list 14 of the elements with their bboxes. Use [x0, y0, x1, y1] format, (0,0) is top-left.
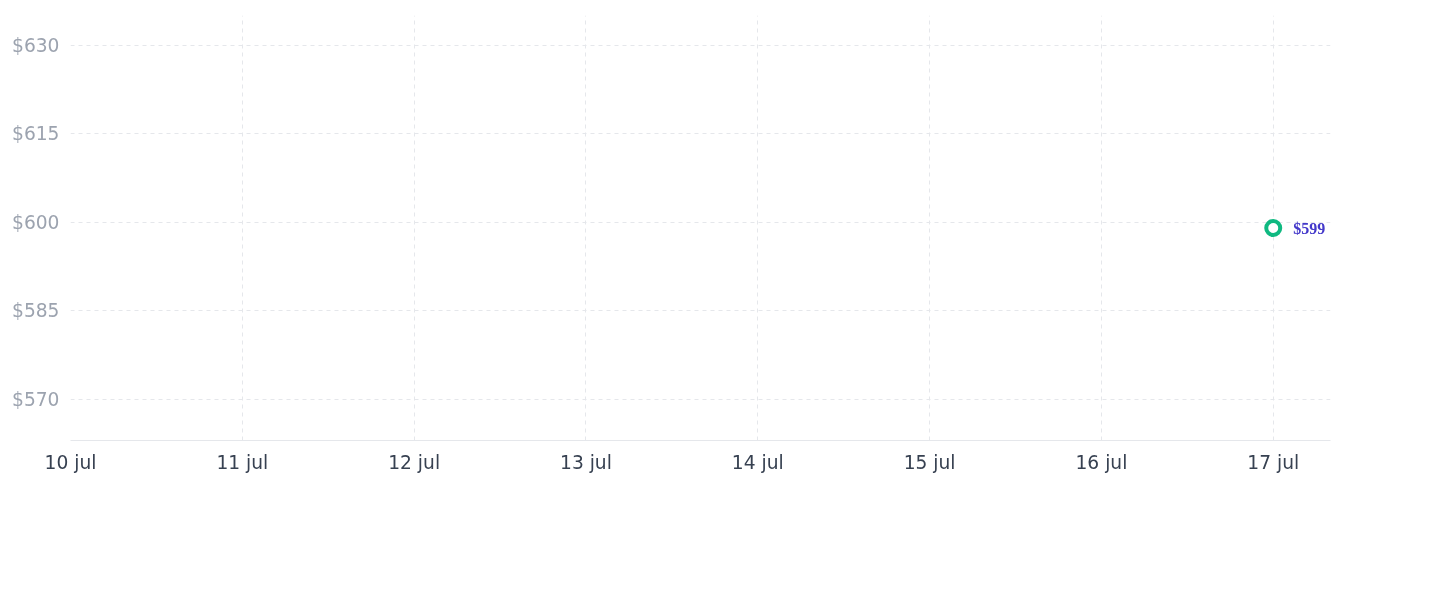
y-tick-label: $615 — [12, 123, 60, 145]
x-tick-label: 14 jul — [731, 451, 784, 473]
x-tick-label: 12 jul — [388, 451, 441, 473]
data-label: $599 — [1293, 219, 1326, 237]
x-tick-label: 11 jul — [216, 451, 269, 473]
y-tick-label: $585 — [12, 300, 60, 322]
y-tick-label: $630 — [12, 34, 60, 56]
x-tick-label: 15 jul — [903, 451, 956, 473]
x-tick-label: 10 jul — [44, 451, 97, 473]
y-tick-label: $570 — [12, 388, 60, 410]
x-tick-label: 17 jul — [1247, 451, 1300, 473]
y-tick-label: $600 — [12, 211, 60, 233]
x-tick-label: 13 jul — [560, 451, 612, 473]
x-tick-label: 16 jul — [1075, 451, 1128, 473]
